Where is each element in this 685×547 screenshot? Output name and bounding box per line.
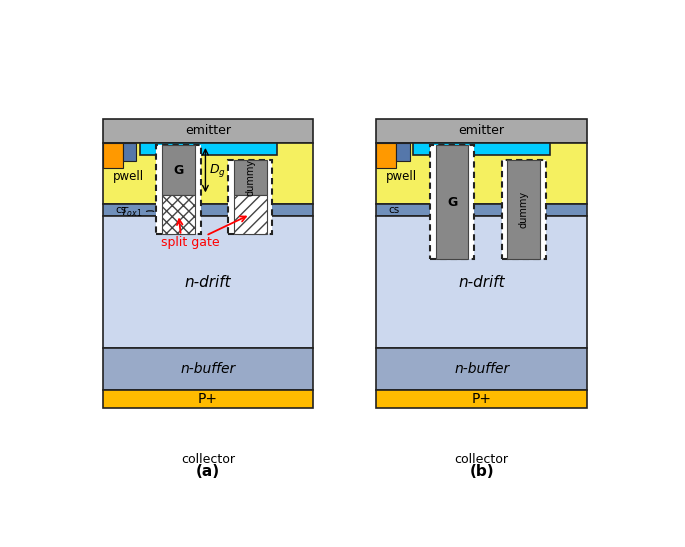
Bar [103,216,314,348]
Text: $T_{ox1}$: $T_{ox1}$ [120,206,142,219]
Text: P+: P+ [472,392,492,406]
Bar [103,143,123,168]
Bar [376,143,587,204]
Bar [103,348,314,389]
Text: emitter: emitter [459,124,505,137]
Bar [376,348,587,389]
Text: G: G [447,196,458,209]
Bar [501,160,546,259]
Bar [397,143,410,161]
Bar [376,204,587,216]
Bar [103,204,314,216]
Bar [436,145,469,259]
Text: n-buffer: n-buffer [454,362,509,376]
Text: n-drift: n-drift [185,275,232,289]
Bar [156,145,201,234]
Text: dummy: dummy [245,159,256,196]
Bar [140,143,277,155]
Bar [376,143,397,168]
Bar [162,145,195,195]
Text: pwell: pwell [112,170,144,183]
Text: G: G [173,164,184,177]
Bar [103,389,314,408]
Text: n-drift: n-drift [458,275,505,289]
Text: P+: P+ [198,392,218,406]
Bar [103,119,314,143]
Text: (b): (b) [469,464,494,479]
Text: pwell: pwell [386,170,417,183]
Text: dummy: dummy [519,191,529,228]
Text: collector: collector [181,453,235,467]
Bar [413,143,550,155]
Bar [376,119,587,143]
Bar [103,143,314,204]
Bar [162,195,195,234]
Text: collector: collector [455,453,509,467]
Text: cs: cs [388,205,400,215]
Bar [376,216,587,348]
Text: cs: cs [115,205,126,215]
Bar [234,160,266,195]
Text: split gate: split gate [161,236,219,249]
Text: emitter: emitter [185,124,231,137]
Bar [430,145,474,259]
Bar [376,389,587,408]
Text: $D_g$: $D_g$ [208,162,225,179]
Bar [508,160,540,259]
Bar [234,195,266,234]
Bar [123,143,136,161]
Bar [228,160,273,234]
Text: (a): (a) [196,464,220,479]
Text: n-buffer: n-buffer [180,362,236,376]
